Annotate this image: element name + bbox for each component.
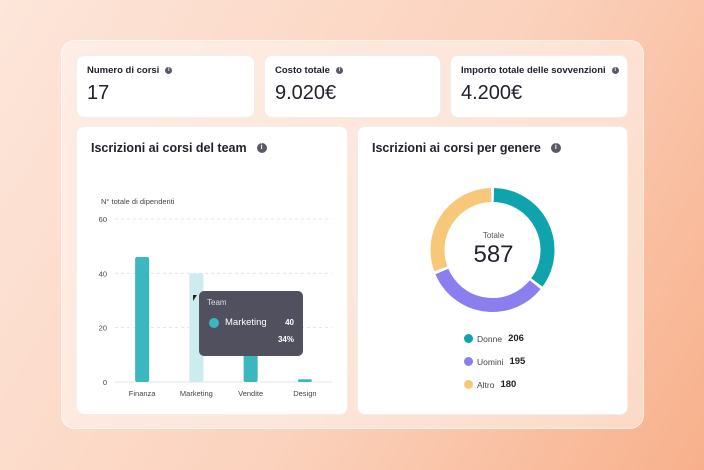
- legend-value: 195: [509, 356, 526, 367]
- kpi-value: 17: [87, 82, 110, 104]
- info-icon[interactable]: i: [165, 67, 173, 74]
- legend-label: Donne: [477, 333, 503, 344]
- donut-segment-altro: [430, 188, 492, 272]
- y-tick-label: 60: [99, 215, 107, 224]
- info-icon[interactable]: i: [256, 143, 267, 153]
- tooltip-value: 40: [285, 318, 294, 327]
- legend-item-donne: Donne 206: [464, 333, 524, 344]
- info-icon[interactable]: i: [335, 67, 343, 74]
- bar-finanza: [135, 257, 150, 382]
- bar-chart: N° totale di dipendenti 0 20 40 60 Finanza Mar…: [99, 197, 332, 398]
- x-tick-label: Marketing: [180, 389, 213, 398]
- legend-value: 180: [500, 379, 517, 390]
- legend-dot: [464, 357, 473, 366]
- kpi-label: Importo totale delle sovvenzioni: [461, 65, 606, 76]
- y-axis-label: N° totale di dipendenti: [101, 197, 175, 206]
- donut-segment-uomini: [435, 268, 541, 312]
- kpi-label: Numero di corsi: [87, 65, 160, 76]
- chart-tooltip: Team Marketing 40 34%: [199, 291, 303, 356]
- tooltip-header: Team: [207, 298, 227, 307]
- tooltip-color-dot: [209, 318, 219, 328]
- y-tick-label: 40: [99, 269, 107, 278]
- mouse-cursor-icon: [193, 295, 197, 301]
- legend-label: Uomini: [477, 356, 504, 367]
- donut-chart-card: Iscrizioni ai corsi per genere i Totale 5…: [357, 126, 628, 415]
- donut-center-label: Totale: [482, 231, 505, 240]
- card-title: Iscrizioni ai corsi del team: [91, 141, 247, 155]
- kpi-value: 4.200€: [461, 82, 523, 104]
- y-tick-label: 20: [99, 324, 107, 333]
- x-tick-label: Vendite: [238, 389, 263, 398]
- y-tick-label: 0: [103, 378, 107, 387]
- legend-label: Altro: [477, 379, 495, 390]
- bar-chart-card: Iscrizioni ai corsi del team i N° totale …: [76, 126, 348, 415]
- tooltip-label: Marketing: [225, 317, 267, 328]
- kpi-label: Costo totale: [275, 65, 330, 76]
- legend-item-uomini: Uomini 195: [464, 356, 525, 367]
- donut-center-value: 587: [473, 241, 514, 268]
- bar-design: [297, 379, 312, 382]
- legend-dot: [464, 380, 473, 389]
- info-icon[interactable]: i: [611, 67, 619, 74]
- x-tick-label: Design: [293, 389, 316, 398]
- legend-item-altro: Altro 180: [464, 379, 516, 390]
- x-tick-label: Finanza: [129, 389, 157, 398]
- donut-segment-donne: [493, 188, 555, 287]
- kpi-value: 9.020€: [275, 82, 337, 104]
- kpi-card-courses: Numero di corsi i 17: [76, 55, 255, 118]
- kpi-card-grants: Importo totale delle sovvenzioni i 4.200€: [450, 55, 628, 118]
- kpi-card-cost: Costo totale i 9.020€: [264, 55, 441, 118]
- tooltip-percent: 34%: [277, 335, 294, 344]
- donut-chart: [430, 188, 555, 312]
- legend-dot: [464, 334, 473, 343]
- info-icon[interactable]: i: [550, 143, 561, 153]
- legend-value: 206: [508, 333, 524, 344]
- card-title: Iscrizioni ai corsi per genere: [372, 141, 541, 155]
